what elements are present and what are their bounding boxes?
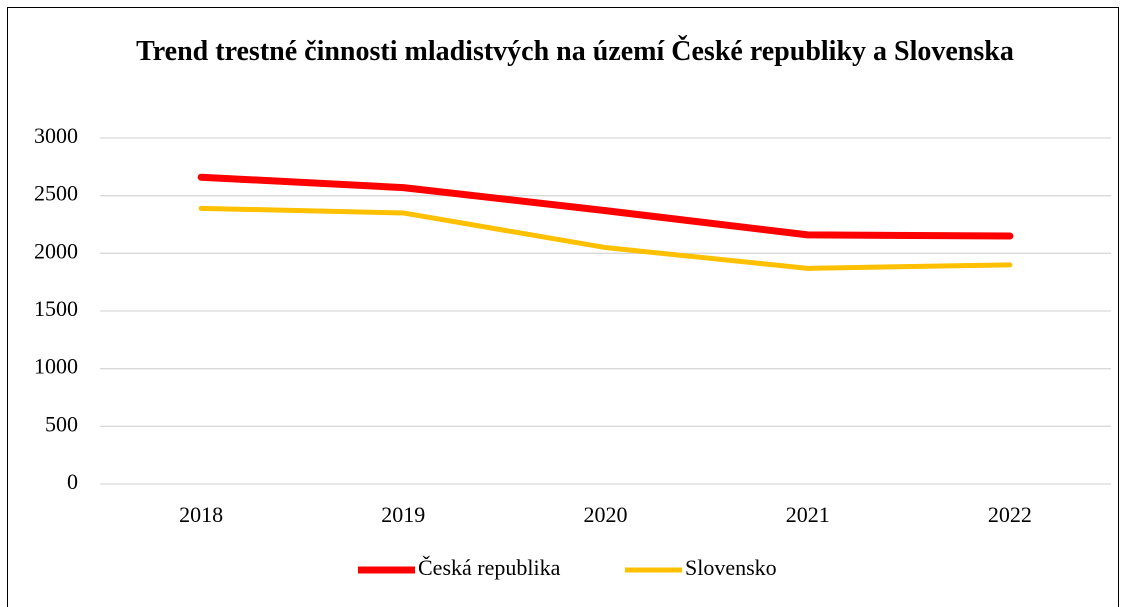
y-tick-label: 1000 <box>34 354 78 379</box>
series-line <box>197 173 1014 240</box>
y-tick-label: 2500 <box>34 181 78 206</box>
y-tick-label: 1500 <box>34 296 78 321</box>
x-tick-label: 2022 <box>988 502 1032 527</box>
chart-frame <box>7 7 1119 607</box>
x-tick-label: 2020 <box>584 502 628 527</box>
x-tick-label: 2018 <box>179 502 223 527</box>
y-tick-label: 0 <box>67 469 78 494</box>
x-tick-label: 2021 <box>786 502 830 527</box>
x-tick-label: 2019 <box>381 502 425 527</box>
chart-title: Trend trestné činnosti mladistvých na úz… <box>136 36 1014 67</box>
legend-label: Česká republika <box>418 555 561 580</box>
y-tick-label: 500 <box>45 411 78 436</box>
y-tick-label: 3000 <box>34 123 78 148</box>
legend-label: Slovensko <box>685 555 777 580</box>
y-tick-label: 2000 <box>34 238 78 263</box>
series-line <box>198 205 1013 271</box>
